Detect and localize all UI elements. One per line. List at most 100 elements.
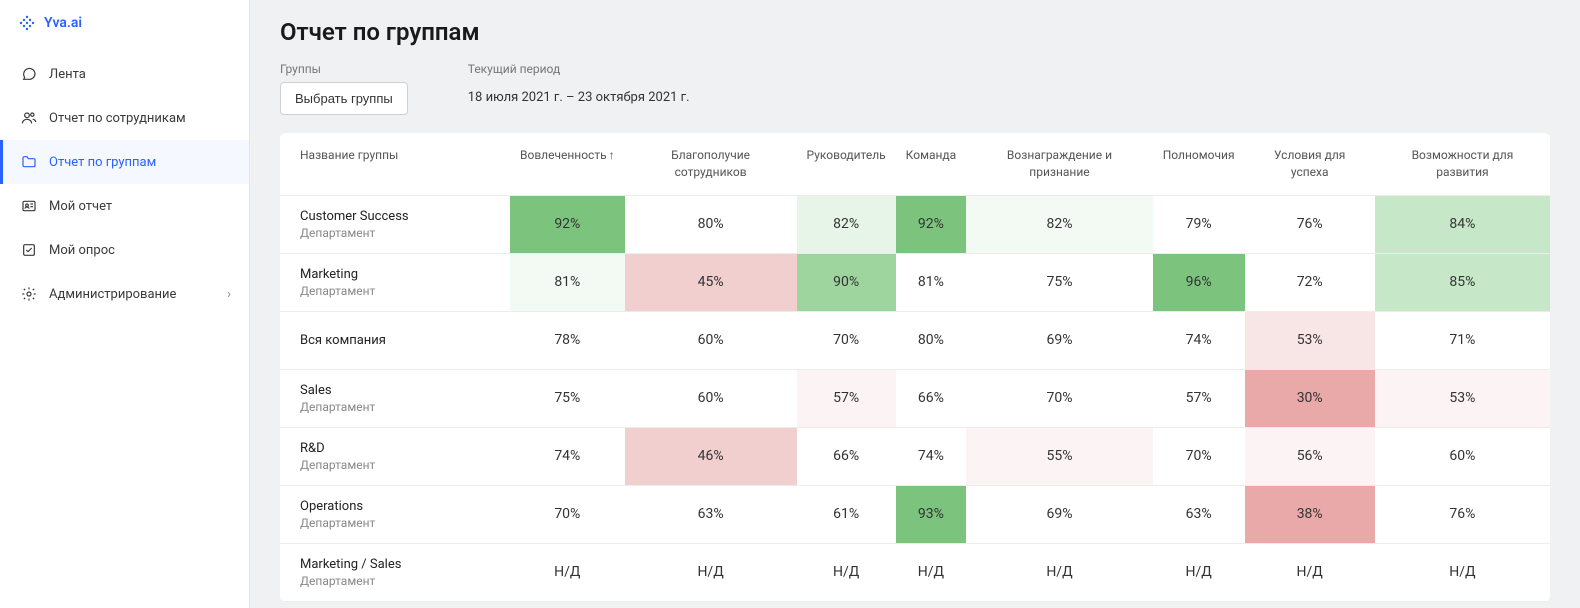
metric-cell: 66% (896, 369, 967, 427)
sidebar-item-my-survey[interactable]: Мой опрос (0, 228, 249, 272)
metric-cell: 76% (1375, 485, 1550, 543)
metric-cell: 96% (1153, 253, 1245, 311)
sidebar-item-label: Отчет по группам (49, 155, 156, 170)
sidebar-item-my-report[interactable]: Мой отчет (0, 184, 249, 228)
metric-cell: Н/Д (896, 543, 967, 601)
groups-table: Название группы Вовлеченность↑ Благополу… (280, 133, 1550, 602)
group-subtitle: Департамент (300, 458, 510, 472)
sidebar-item-label: Лента (49, 67, 86, 82)
metric-cell: 90% (797, 253, 896, 311)
filter-period: Текущий период 18 июля 2021 г. – 23 октя… (468, 62, 690, 115)
col-engagement[interactable]: Вовлеченность↑ (510, 133, 625, 195)
sidebar-item-feed[interactable]: Лента (0, 52, 249, 96)
cell-group-name: Вся компания (280, 311, 510, 369)
metric-cell: 60% (625, 311, 797, 369)
cell-group-name: R&D Департамент (280, 427, 510, 485)
metric-cell: 78% (510, 311, 625, 369)
filter-period-label: Текущий период (468, 62, 690, 76)
col-authority[interactable]: Полномочия (1153, 133, 1245, 195)
metric-cell: 61% (797, 485, 896, 543)
col-reward[interactable]: Вознаграждение и признание (966, 133, 1153, 195)
metric-cell: 80% (625, 195, 797, 253)
sidebar-item-label: Отчет по сотрудникам (49, 111, 186, 126)
sidebar-item-employees-report[interactable]: Отчет по сотрудникам (0, 96, 249, 140)
table-row[interactable]: OperationsДепартамент70%63%61%93%69%63%3… (280, 485, 1550, 543)
metric-cell: 63% (1153, 485, 1245, 543)
cell-group-name: Marketing / Sales Департамент (280, 543, 510, 601)
cell-group-name: Customer Success Департамент (280, 195, 510, 253)
metric-cell: 45% (625, 253, 797, 311)
sidebar-item-label: Мой отчет (49, 199, 112, 214)
table-row[interactable]: R&DДепартамент74%46%66%74%55%70%56%60% (280, 427, 1550, 485)
metric-cell: 30% (1245, 369, 1375, 427)
brand[interactable]: Yva.ai (0, 0, 249, 46)
cell-group-name: MarketingДепартамент (280, 253, 510, 311)
sidebar-item-groups-report[interactable]: Отчет по группам (0, 140, 249, 184)
metric-cell: 80% (896, 311, 967, 369)
group-name: R&D (300, 441, 510, 456)
select-groups-button[interactable]: Выбрать группы (280, 82, 408, 115)
group-name: Customer Success (300, 209, 510, 224)
group-name: Marketing / Sales (300, 557, 510, 572)
filter-period-value: 18 июля 2021 г. – 23 октября 2021 г. (468, 82, 690, 105)
metric-cell: 93% (896, 485, 967, 543)
group-subtitle: Департамент (300, 574, 510, 588)
filter-groups: Группы Выбрать группы (280, 62, 408, 115)
nav: Лента Отчет по сотрудникам Отчет по груп… (0, 52, 249, 316)
main-content: Отчет по группам Группы Выбрать группы Т… (250, 0, 1580, 608)
metric-cell: 72% (1245, 253, 1375, 311)
metric-cell: 81% (510, 253, 625, 311)
metric-cell: 74% (510, 427, 625, 485)
app-root: Yva.ai Лента Отчет по сотрудникам Отчет … (0, 0, 1580, 608)
metric-cell: Н/Д (1375, 543, 1550, 601)
col-success[interactable]: Условия для успеха (1245, 133, 1375, 195)
table-row[interactable]: MarketingДепартамент81%45%90%81%75%96%72… (280, 253, 1550, 311)
group-subtitle: Департамент (300, 400, 510, 414)
metric-cell: 70% (1153, 427, 1245, 485)
gear-icon (21, 286, 37, 302)
col-team[interactable]: Команда (896, 133, 967, 195)
metric-cell: 76% (1245, 195, 1375, 253)
metric-cell: Н/Д (797, 543, 896, 601)
metric-cell: 53% (1375, 369, 1550, 427)
metric-cell: 69% (966, 311, 1153, 369)
cell-group-name: OperationsДепартамент (280, 485, 510, 543)
sort-arrow-icon: ↑ (609, 148, 615, 162)
metric-cell: 81% (896, 253, 967, 311)
table-row[interactable]: SalesДепартамент75%60%57%66%70%57%30%53% (280, 369, 1550, 427)
metric-cell: 84% (1375, 195, 1550, 253)
metric-cell: 55% (966, 427, 1153, 485)
metric-cell: 92% (896, 195, 967, 253)
sidebar-item-label: Мой опрос (49, 243, 115, 258)
table-row[interactable]: Customer SuccessДепартамент92%80%82%92%8… (280, 195, 1550, 253)
table-row[interactable]: Marketing / SalesДепартаментН/ДН/ДН/ДН/Д… (280, 543, 1550, 601)
metric-cell: 74% (896, 427, 967, 485)
metric-cell: Н/Д (625, 543, 797, 601)
metric-cell: Н/Д (1245, 543, 1375, 601)
sidebar: Yva.ai Лента Отчет по сотрудникам Отчет … (0, 0, 250, 608)
chat-icon (21, 66, 37, 82)
col-wellbeing[interactable]: Благополучие сотрудников (625, 133, 797, 195)
group-name: Operations (300, 499, 510, 514)
metric-cell: 57% (1153, 369, 1245, 427)
col-name[interactable]: Название группы (280, 133, 510, 195)
group-name: Sales (300, 383, 510, 398)
filter-groups-label: Группы (280, 62, 408, 76)
metric-cell: 82% (966, 195, 1153, 253)
metric-cell: 57% (797, 369, 896, 427)
col-manager[interactable]: Руководитель (797, 133, 896, 195)
group-subtitle: Департамент (300, 226, 510, 240)
id-card-icon (21, 198, 37, 214)
metric-cell: 70% (966, 369, 1153, 427)
metric-cell: Н/Д (1153, 543, 1245, 601)
checklist-icon (21, 242, 37, 258)
col-growth[interactable]: Возможности для развития (1375, 133, 1550, 195)
table-row[interactable]: Вся компания78%60%70%80%69%74%53%71% (280, 311, 1550, 369)
cell-group-name: Sales Департамент (280, 369, 510, 427)
metric-cell: 70% (797, 311, 896, 369)
metric-cell: 69% (966, 485, 1153, 543)
metric-cell: 56% (1245, 427, 1375, 485)
brand-name: Yva.ai (44, 15, 82, 31)
sidebar-item-admin[interactable]: Администрирование › (0, 272, 249, 316)
metric-cell: Н/Д (510, 543, 625, 601)
